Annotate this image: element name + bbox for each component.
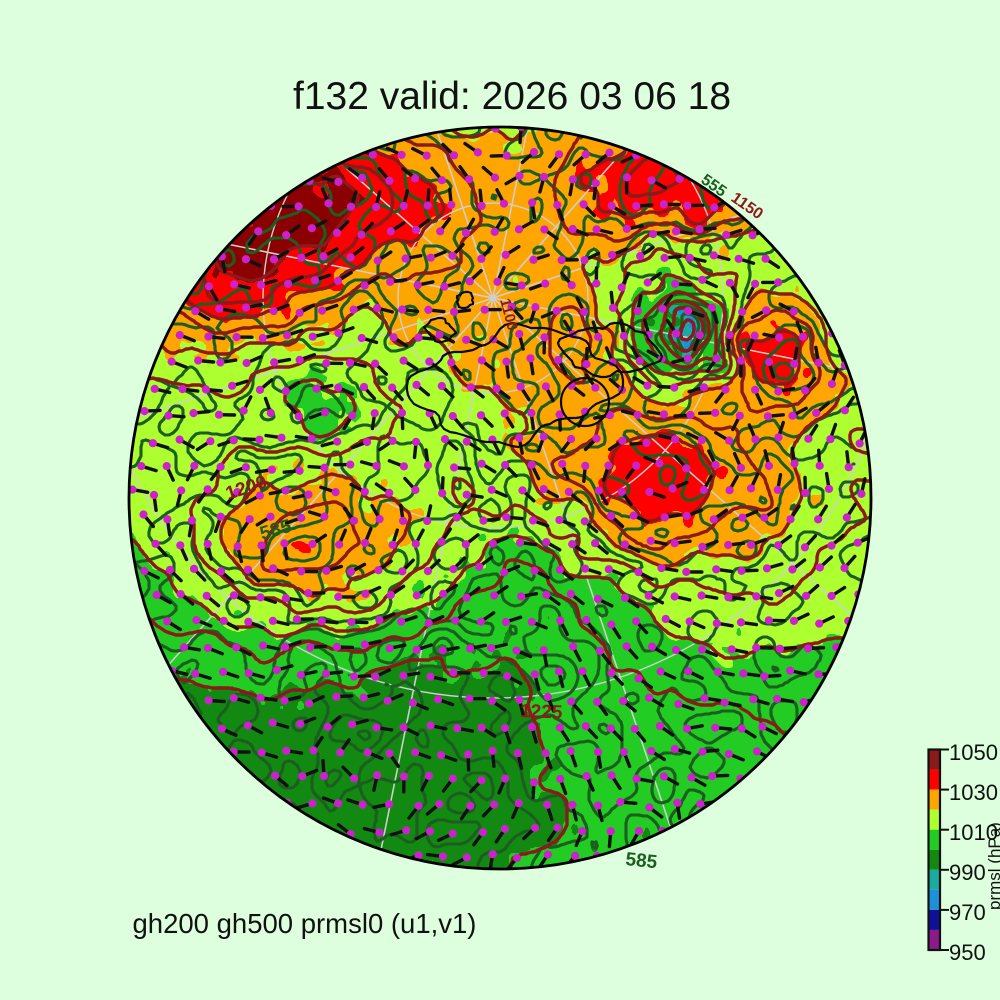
svg-text:f132 valid: 2026 03 06 18: f132 valid: 2026 03 06 18 [293, 75, 731, 118]
svg-text:prmsl (hPa): prmsl (hPa) [985, 822, 1000, 910]
svg-text:950: 950 [949, 940, 986, 965]
svg-text:990: 990 [949, 860, 986, 885]
svg-text:1050: 1050 [949, 740, 998, 765]
svg-text:1030: 1030 [949, 780, 998, 805]
svg-text:1225: 1225 [520, 701, 563, 723]
svg-text:gh200 gh500 prmsl0 (u1,v1): gh200 gh500 prmsl0 (u1,v1) [133, 908, 477, 939]
svg-text:970: 970 [949, 900, 986, 925]
svg-text:585: 585 [624, 849, 658, 873]
